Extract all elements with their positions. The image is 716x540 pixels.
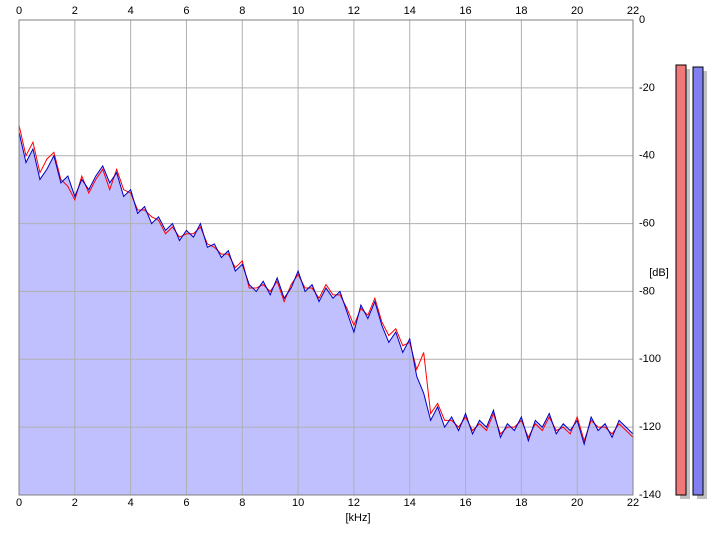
plot-frame [18, 19, 634, 496]
x-tick-label-top: 18 [515, 5, 527, 17]
x-tick-label-top: 14 [404, 5, 416, 17]
x-tick-label: 2 [72, 497, 78, 509]
y-axis-label: [dB] [649, 267, 669, 279]
x-tick-label: 10 [292, 497, 304, 509]
x-tick-label-top: 0 [16, 5, 22, 17]
y-tick-label: -20 [639, 82, 655, 94]
x-tick-label: 4 [128, 497, 134, 509]
x-tick-label: 16 [459, 497, 471, 509]
x-tick-label-top: 20 [571, 5, 583, 17]
x-tick-label-top: 12 [348, 5, 360, 17]
x-tick-label-top: 8 [239, 5, 245, 17]
y-tick-label: -60 [639, 217, 655, 229]
x-tick-label-top: 10 [292, 5, 304, 17]
y-tick-label: -40 [639, 150, 655, 162]
x-tick-label-top: 16 [459, 5, 471, 17]
x-tick-label: 14 [404, 497, 416, 509]
plot-area [18, 19, 634, 496]
y-tick-label: -140 [639, 489, 661, 501]
y-tick-label: -100 [639, 353, 661, 365]
x-tick-label-top: 2 [72, 5, 78, 17]
right-level-meter [692, 66, 704, 496]
x-tick-label-top: 6 [183, 5, 189, 17]
x-tick-label-top: 22 [627, 5, 639, 17]
y-tick-label: -120 [639, 421, 661, 433]
x-tick-label: 12 [348, 497, 360, 509]
y-tick-label: 0 [639, 14, 645, 26]
left-level-meter [675, 64, 687, 496]
x-tick-label: 18 [515, 497, 527, 509]
x-tick-label: 6 [183, 497, 189, 509]
spectrum-line [18, 131, 634, 446]
x-tick-label: 20 [571, 497, 583, 509]
x-tick-label: 8 [239, 497, 245, 509]
x-tick-label: 22 [627, 497, 639, 509]
y-tick-label: -80 [639, 285, 655, 297]
spectrum-area [19, 131, 633, 495]
x-tick-label-top: 4 [128, 5, 134, 17]
x-tick-label: 0 [16, 497, 22, 509]
x-axis-label: [kHz] [345, 512, 370, 524]
